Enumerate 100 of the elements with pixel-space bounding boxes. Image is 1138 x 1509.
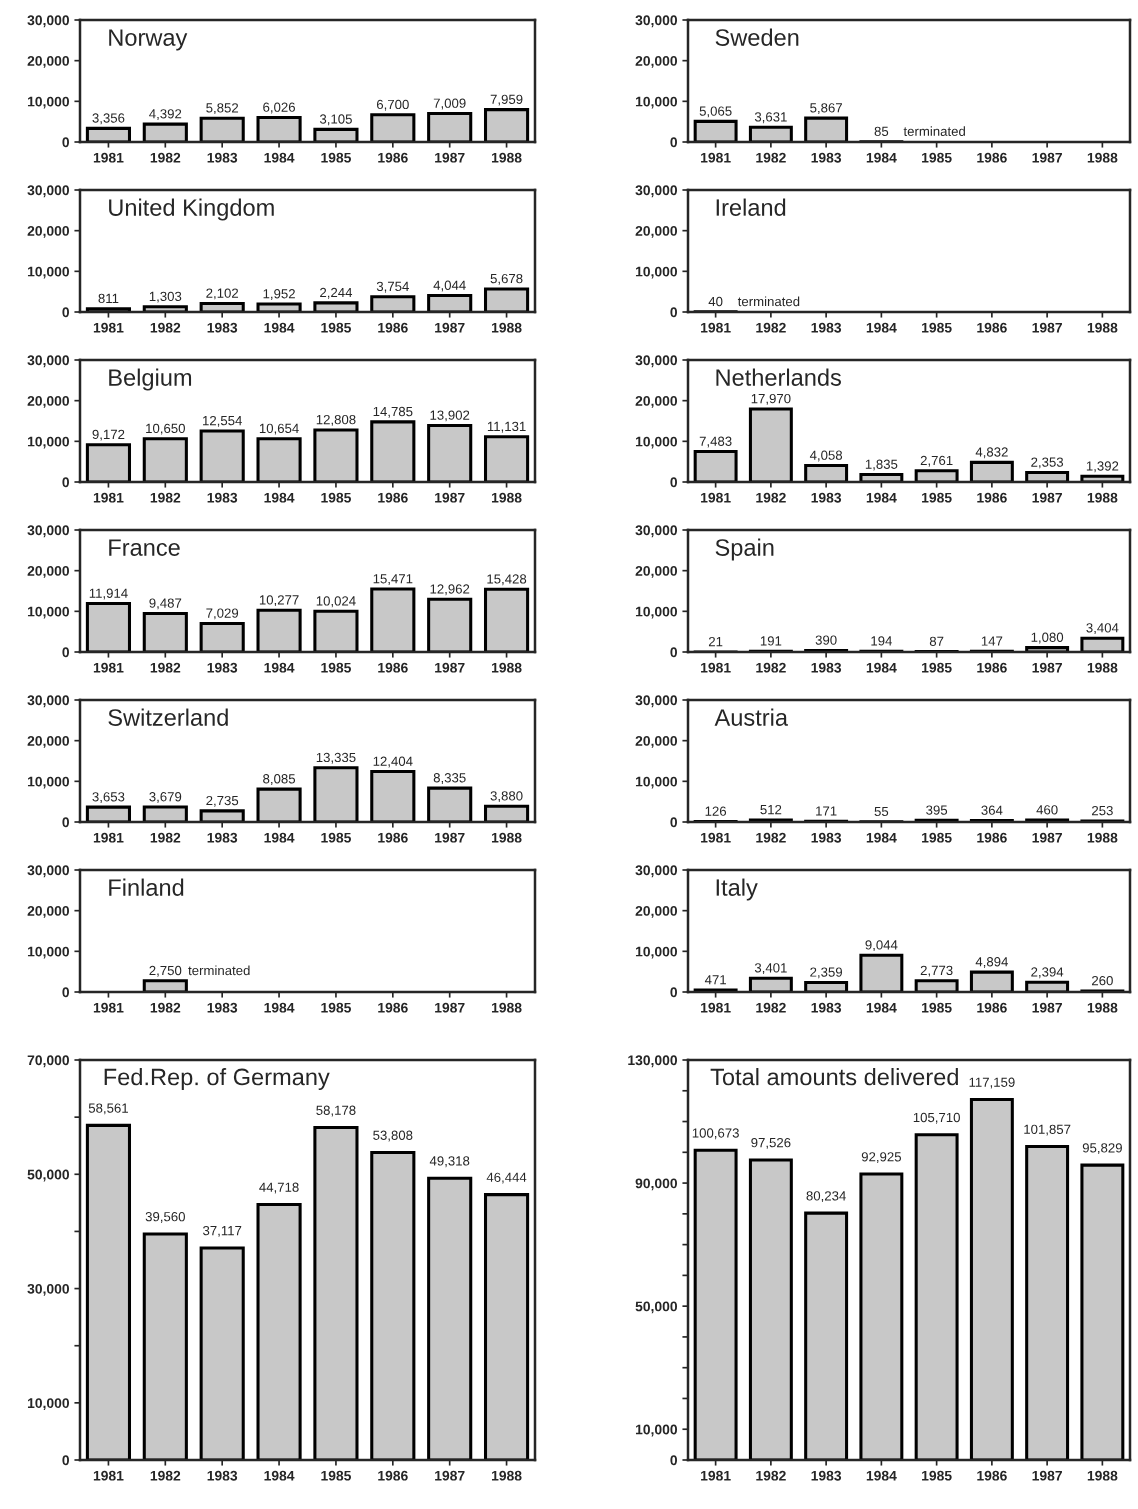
x-tick-label: 1987 — [435, 1002, 465, 1013]
x-tick-label: 1985 — [922, 832, 952, 843]
y-tick-label: 0 — [62, 477, 70, 488]
y-tick-label: 10,000 — [635, 266, 678, 279]
x-tick-label: 1988 — [1087, 662, 1118, 673]
chart-title: United Kingdom — [109, 198, 274, 221]
y-tick-label: 10,000 — [27, 266, 70, 279]
x-tick-label: 1985 — [321, 832, 351, 843]
data-label: 1,303 — [149, 291, 182, 303]
x-tick-label: 1984 — [866, 322, 897, 333]
data-label: 17,970 — [751, 393, 791, 405]
data-label: 101,857 — [1024, 1124, 1071, 1136]
data-label: 1,952 — [263, 289, 295, 300]
x-tick-label: 1983 — [811, 1470, 842, 1481]
y-tick-label: 30,000 — [635, 15, 678, 28]
y-tick-label: 20,000 — [635, 566, 678, 578]
x-tick-label: 1987 — [435, 492, 465, 503]
annotation: terminated — [188, 965, 250, 976]
x-tick-label: 1988 — [491, 662, 522, 673]
data-label: 117,159 — [969, 1077, 1015, 1089]
x-tick-label: 1983 — [207, 1002, 238, 1013]
x-tick-label: 1982 — [150, 322, 181, 333]
x-tick-label: 1981 — [93, 322, 124, 333]
x-tick-label: 1984 — [866, 492, 897, 503]
data-label: 364 — [981, 805, 1003, 815]
data-label: 55 — [874, 806, 889, 817]
x-tick-label: 1986 — [378, 832, 408, 843]
data-label: 8,085 — [263, 774, 296, 786]
data-label: 5,065 — [699, 106, 732, 118]
x-tick-label: 1985 — [321, 1002, 351, 1013]
data-label: 49,318 — [429, 1156, 470, 1168]
x-tick-label: 1982 — [150, 1002, 181, 1013]
y-tick-label: 0 — [670, 987, 678, 998]
y-tick-label: 90,000 — [635, 1178, 678, 1191]
data-label: 395 — [926, 805, 948, 815]
x-tick-label: 1985 — [321, 152, 351, 163]
x-tick-label: 1982 — [150, 152, 181, 163]
x-tick-label: 1988 — [1087, 1002, 1118, 1013]
data-label: 1,392 — [1086, 461, 1119, 473]
x-tick-label: 1984 — [866, 1470, 897, 1481]
data-label: 9,172 — [92, 429, 125, 441]
x-tick-label: 1983 — [207, 662, 238, 673]
y-tick-label: 10,000 — [635, 436, 678, 449]
data-label: 12,404 — [373, 756, 413, 768]
x-tick-label: 1988 — [491, 832, 522, 843]
x-tick-label: 1988 — [491, 1470, 522, 1481]
x-tick-label: 1988 — [491, 1002, 522, 1013]
data-label: 4,832 — [975, 447, 1008, 459]
y-tick-label: 0 — [62, 817, 70, 828]
y-tick-label: 0 — [62, 137, 70, 148]
annotation: terminated — [903, 126, 965, 136]
data-label: 92,925 — [861, 1152, 901, 1164]
x-tick-label: 1986 — [977, 1470, 1007, 1481]
x-tick-label: 1983 — [207, 492, 238, 503]
data-label: 10,654 — [259, 423, 299, 435]
y-tick-label: 10,000 — [27, 436, 70, 449]
data-label: 7,029 — [206, 608, 239, 620]
data-label: 1,835 — [865, 459, 898, 471]
y-tick-label: 10,000 — [635, 96, 678, 109]
y-tick-label: 0 — [62, 647, 70, 658]
y-tick-label: 30,000 — [635, 525, 678, 538]
data-label: 4,894 — [975, 957, 1008, 968]
x-tick-label: 1985 — [321, 492, 351, 503]
y-tick-label: 30,000 — [635, 695, 678, 708]
data-label: 21 — [708, 636, 723, 647]
data-label: 2,750 — [149, 965, 182, 977]
data-label: 44,718 — [259, 1182, 299, 1194]
data-label: 40 — [708, 296, 723, 307]
data-label: 460 — [1036, 805, 1058, 815]
x-tick-label: 1982 — [756, 1470, 786, 1481]
x-tick-label: 1983 — [811, 832, 842, 843]
chart-title: Austria — [714, 708, 788, 726]
y-tick-label: 30,000 — [635, 865, 678, 878]
data-label: 15,471 — [373, 574, 413, 585]
x-tick-label: 1987 — [1032, 1002, 1062, 1013]
x-tick-label: 1985 — [321, 662, 351, 673]
y-tick-label: 30,000 — [27, 185, 70, 198]
x-tick-label: 1981 — [93, 1002, 124, 1013]
x-tick-label: 1987 — [1032, 662, 1062, 673]
chart-title: France — [109, 539, 180, 556]
x-tick-label: 1985 — [922, 1470, 952, 1481]
data-label: 58,178 — [316, 1105, 356, 1117]
x-tick-label: 1987 — [435, 322, 465, 333]
y-tick-label: 10,000 — [635, 946, 678, 959]
x-tick-label: 1986 — [378, 1002, 408, 1013]
data-label: 3,105 — [319, 114, 352, 126]
y-tick-label: 0 — [670, 477, 678, 488]
y-tick-label: 30,000 — [27, 355, 70, 368]
data-label: 7,959 — [490, 94, 523, 106]
data-label: 97,526 — [751, 1137, 791, 1149]
y-tick-label: 30,000 — [635, 185, 678, 198]
y-tick-label: 10,000 — [635, 606, 678, 619]
x-tick-label: 1982 — [756, 662, 786, 673]
data-label: 512 — [760, 804, 782, 815]
data-label: 4,392 — [149, 109, 182, 121]
x-tick-label: 1981 — [701, 322, 731, 333]
x-tick-label: 1985 — [922, 1002, 952, 1013]
data-label: 191 — [760, 636, 782, 646]
data-label: 4,058 — [809, 450, 843, 462]
y-tick-label: 0 — [670, 307, 678, 318]
